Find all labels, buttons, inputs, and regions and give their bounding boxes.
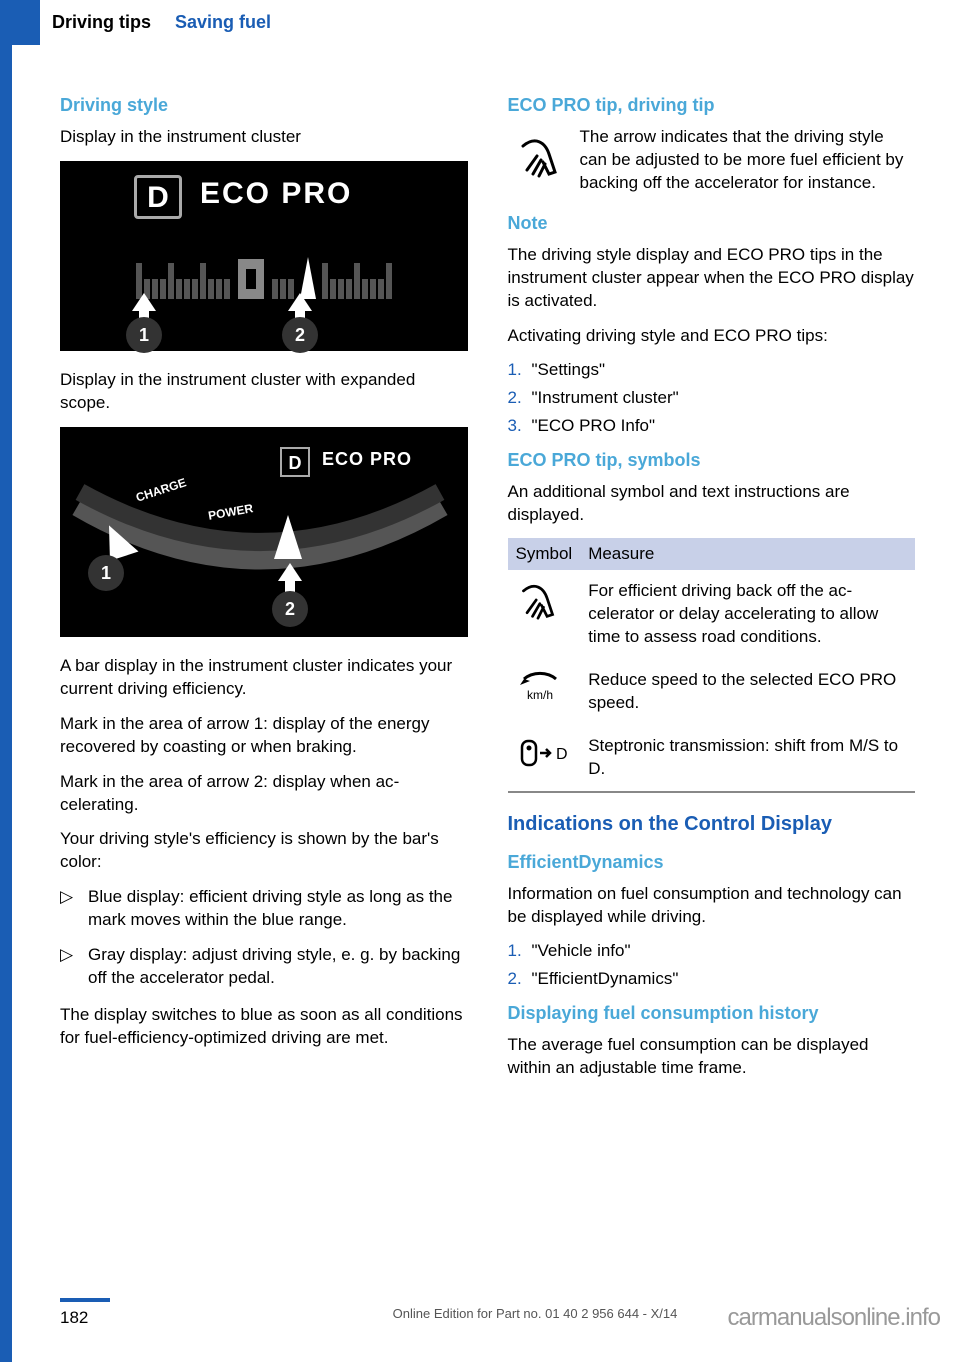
step-text: "EfficientDynamics" bbox=[532, 969, 679, 989]
page-number: 182 bbox=[60, 1298, 110, 1328]
table-header-row: Symbol Measure bbox=[508, 538, 916, 570]
heading-eco-symbols: ECO PRO tip, symbols bbox=[508, 450, 916, 471]
list-item: 1."Vehicle info" bbox=[508, 941, 916, 961]
history-para: The average fuel consumption can be dis­… bbox=[508, 1034, 916, 1080]
bullet-list-colors: ▷Blue display: efficient driving style a… bbox=[60, 886, 468, 990]
heading-control-display: Indications on the Control Display bbox=[508, 813, 916, 836]
content-area: Driving style Display in the instrument … bbox=[0, 95, 960, 1092]
triangle-bullet-icon: ▷ bbox=[60, 944, 88, 990]
measure-text: Reduce speed to the selected ECO PRO spe… bbox=[580, 659, 915, 725]
arc-pointer-2 bbox=[274, 515, 302, 559]
step-text: "ECO PRO Info" bbox=[532, 416, 656, 436]
step-number: 3. bbox=[508, 416, 532, 436]
bullet-text: Gray display: adjust driving style, e. g… bbox=[88, 944, 468, 990]
step-number: 1. bbox=[508, 941, 532, 961]
para-efficiency-color: Your driving style's efficiency is shown… bbox=[60, 828, 468, 874]
list-item: ▷Gray display: adjust driving style, e. … bbox=[60, 944, 468, 990]
gear-indicator: D bbox=[134, 175, 182, 219]
table-row: D Steptronic transmission: shift from M/… bbox=[508, 725, 916, 792]
caption-display-expanded: Display in the instrument cluster with e… bbox=[60, 369, 468, 415]
steps-settings: 1."Settings" 2."Instrument cluster" 3."E… bbox=[508, 360, 916, 436]
watermark-text: carmanualsonline.info bbox=[728, 1304, 940, 1332]
tip-text: The arrow indicates that the driving sty… bbox=[580, 126, 916, 195]
list-item: 3."ECO PRO Info" bbox=[508, 416, 916, 436]
note-para-2: Activating driving style and ECO PRO tip… bbox=[508, 325, 916, 348]
callout-1: 1 bbox=[126, 317, 162, 353]
callout-arc-1: 1 bbox=[88, 555, 124, 591]
heading-eco-pro-tip: ECO PRO tip, driving tip bbox=[508, 95, 916, 116]
svg-text:D: D bbox=[556, 746, 568, 763]
ed-para: Information on fuel consumption and tech… bbox=[508, 883, 916, 929]
para-switch-blue: The display switches to blue as soon as … bbox=[60, 1004, 468, 1050]
tab-driving-tips: Driving tips bbox=[52, 12, 151, 33]
step-number: 2. bbox=[508, 969, 532, 989]
figure-cluster-expanded: D ECO PRO CHARGE POWER 1 2 bbox=[60, 427, 468, 637]
list-item: 2."EfficientDynamics" bbox=[508, 969, 916, 989]
step-text: "Vehicle info" bbox=[532, 941, 631, 961]
heading-driving-style: Driving style bbox=[60, 95, 468, 116]
list-item: 1."Settings" bbox=[508, 360, 916, 380]
heading-note: Note bbox=[508, 213, 916, 234]
callout-2: 2 bbox=[282, 317, 318, 353]
para-bar-display: A bar display in the instrument cluster … bbox=[60, 655, 468, 701]
step-number: 2. bbox=[508, 388, 532, 408]
eco-pro-label: ECO PRO bbox=[200, 177, 352, 211]
tab-saving-fuel: Saving fuel bbox=[175, 12, 271, 33]
measure-text: For efficient driving back off the ac­ce… bbox=[580, 570, 915, 659]
symbols-intro: An additional symbol and text instructio… bbox=[508, 481, 916, 527]
gauge-ticks bbox=[60, 249, 468, 299]
note-para-1: The driving style display and ECO PRO ti… bbox=[508, 244, 916, 313]
step-number: 1. bbox=[508, 360, 532, 380]
list-item: 2."Instrument cluster" bbox=[508, 388, 916, 408]
table-row: km/h Reduce speed to the selected ECO PR… bbox=[508, 659, 916, 725]
steps-vehicle-info: 1."Vehicle info" 2."EfficientDynamics" bbox=[508, 941, 916, 989]
foot-off-icon bbox=[508, 570, 581, 659]
callout-arc-2: 2 bbox=[272, 591, 308, 627]
step-text: "Settings" bbox=[532, 360, 606, 380]
para-arrow2: Mark in the area of arrow 2: display whe… bbox=[60, 771, 468, 817]
page-number-wrap: 182 bbox=[60, 1294, 110, 1332]
svg-text:km/h: km/h bbox=[526, 688, 552, 702]
figure-cluster-basic: D ECO PRO 1 2 bbox=[60, 161, 468, 351]
left-edge-stripe bbox=[0, 0, 12, 1362]
step-text: "Instrument cluster" bbox=[532, 388, 679, 408]
col-measure: Measure bbox=[580, 538, 915, 570]
symbols-table: Symbol Measure For efficient driving bac… bbox=[508, 538, 916, 793]
measure-text: Steptronic transmission: shift from M/S … bbox=[580, 725, 915, 792]
bullet-text: Blue display: efficient driving style as… bbox=[88, 886, 468, 932]
table-row: For efficient driving back off the ac­ce… bbox=[508, 570, 916, 659]
para-arrow1: Mark in the area of arrow 1: display of … bbox=[60, 713, 468, 759]
heading-fuel-history: Displaying fuel consumption history bbox=[508, 1003, 916, 1024]
tip-row: The arrow indicates that the driving sty… bbox=[508, 126, 916, 195]
triangle-bullet-icon: ▷ bbox=[60, 886, 88, 932]
right-column: ECO PRO tip, driving tip The arrow indic… bbox=[508, 95, 916, 1092]
reduce-speed-icon: km/h bbox=[508, 659, 581, 725]
left-column: Driving style Display in the instrument … bbox=[60, 95, 468, 1092]
caption-display-cluster: Display in the instrument cluster bbox=[60, 126, 468, 149]
heading-efficient-dynamics: EfficientDynamics bbox=[508, 852, 916, 873]
list-item: ▷Blue display: efficient driving style a… bbox=[60, 886, 468, 932]
shift-to-d-icon: D bbox=[508, 725, 581, 792]
foot-off-accelerator-icon bbox=[508, 126, 570, 186]
header: Driving tips Saving fuel bbox=[0, 0, 960, 45]
col-symbol: Symbol bbox=[508, 538, 581, 570]
header-tabs: Driving tips Saving fuel bbox=[40, 0, 271, 45]
